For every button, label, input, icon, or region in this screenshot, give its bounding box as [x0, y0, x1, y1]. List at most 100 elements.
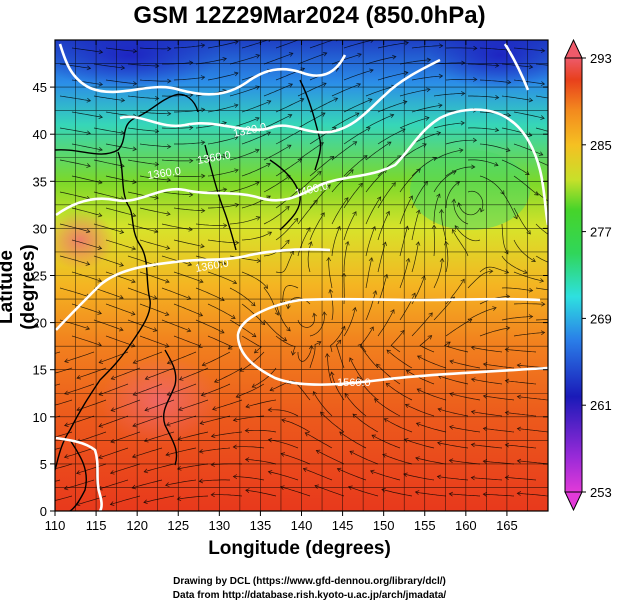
streamline [535, 127, 548, 132]
y-tick-label: 35 [33, 174, 47, 189]
wind-arrowhead [482, 362, 488, 367]
wind-arrowhead [255, 216, 261, 221]
wind-arrowhead [528, 97, 534, 103]
streamline [348, 486, 379, 497]
streamline [110, 463, 141, 474]
streamline [501, 255, 528, 274]
wind-arrowhead [266, 195, 271, 200]
wind-arrowhead [456, 202, 462, 207]
wind-arrowhead [528, 64, 534, 70]
streamline [513, 79, 545, 85]
wind-arrowhead [98, 114, 103, 120]
streamline [417, 388, 447, 401]
wind-arrowhead [285, 239, 290, 245]
streamline [59, 95, 91, 102]
wind-arrowhead [143, 499, 148, 505]
wind-arrowhead [448, 491, 454, 497]
wind-arrowhead [426, 57, 432, 63]
streamline [177, 463, 209, 470]
streamline [453, 199, 469, 225]
y-tick-label: 10 [33, 410, 47, 425]
wind-arrowhead [286, 175, 291, 180]
wind-arrowhead [494, 127, 500, 133]
wind-arrowhead [176, 466, 182, 471]
wind-arrowhead [120, 97, 126, 103]
streamline [144, 399, 175, 411]
wind-arrowhead [274, 311, 280, 316]
streamline [233, 446, 265, 449]
wind-arrowhead [523, 269, 528, 274]
streamline [93, 191, 124, 200]
wind-arrowhead [255, 116, 260, 122]
streamline [352, 413, 379, 433]
wind-arrowhead [154, 195, 159, 200]
wind-arrowhead [76, 470, 81, 475]
wind-arrowhead [293, 217, 299, 223]
streamline [59, 63, 91, 69]
chart-title: GSM 12Z29Mar2024 (850.0hPa) [133, 2, 486, 29]
streamline [263, 83, 293, 97]
wind-arrowhead [210, 492, 215, 498]
streamline [263, 144, 292, 161]
wind-arrowhead [85, 261, 91, 266]
wind-arrowhead [222, 153, 228, 159]
wind-arrowhead [110, 375, 116, 381]
wind-arrowhead [516, 426, 522, 432]
streamline [105, 79, 137, 85]
wind-arrowhead [506, 112, 512, 118]
wind-arrowhead [383, 273, 389, 279]
streamline [241, 231, 272, 241]
y-tick-label: 40 [33, 127, 47, 142]
streamline [399, 258, 410, 289]
streamline [467, 190, 484, 213]
wind-arrowhead [505, 325, 511, 331]
wind-arrowhead [528, 314, 534, 319]
streamline [59, 287, 90, 298]
wind-arrowhead [352, 141, 358, 146]
streamline [452, 229, 469, 257]
streamline [374, 398, 401, 417]
streamline [93, 127, 125, 134]
streamline [314, 485, 345, 497]
wind-arrowhead [189, 192, 194, 198]
wind-arrowhead [423, 180, 428, 186]
wind-arrowhead [320, 212, 325, 217]
streamline [165, 479, 197, 486]
streamline [64, 479, 95, 490]
streamline [411, 157, 437, 177]
wind-arrowhead [473, 45, 478, 51]
streamline [173, 239, 205, 247]
streamline [343, 183, 363, 209]
wind-arrowhead [314, 484, 319, 489]
wind-arrowhead [232, 474, 238, 479]
wind-arrowhead [371, 434, 377, 439]
streamline [145, 367, 175, 380]
wind-arrowhead [322, 311, 327, 316]
wind-arrowhead [232, 279, 238, 285]
wind-arrowhead [267, 470, 273, 475]
wind-arrowhead [187, 261, 193, 267]
streamline [454, 225, 481, 242]
streamline [433, 170, 457, 193]
wind-arrowhead [251, 301, 256, 307]
streamline [93, 223, 124, 233]
streamline [55, 399, 73, 406]
wind-arrowhead [482, 394, 488, 399]
streamline [513, 143, 543, 156]
streamline [139, 47, 171, 50]
streamline [479, 266, 509, 274]
wind-arrowhead [260, 320, 266, 326]
streamline [309, 184, 331, 209]
streamline [471, 346, 503, 353]
wind-arrowhead [86, 97, 92, 103]
streamline [359, 343, 379, 369]
streamline [139, 79, 171, 82]
wind-arrowhead [404, 403, 410, 408]
streamline [229, 181, 260, 193]
wind-arrowhead [493, 161, 499, 167]
wind-arrowhead [255, 181, 260, 186]
streamline [404, 438, 435, 449]
streamline [445, 241, 449, 273]
streamline [133, 351, 163, 364]
streamline [252, 367, 277, 388]
